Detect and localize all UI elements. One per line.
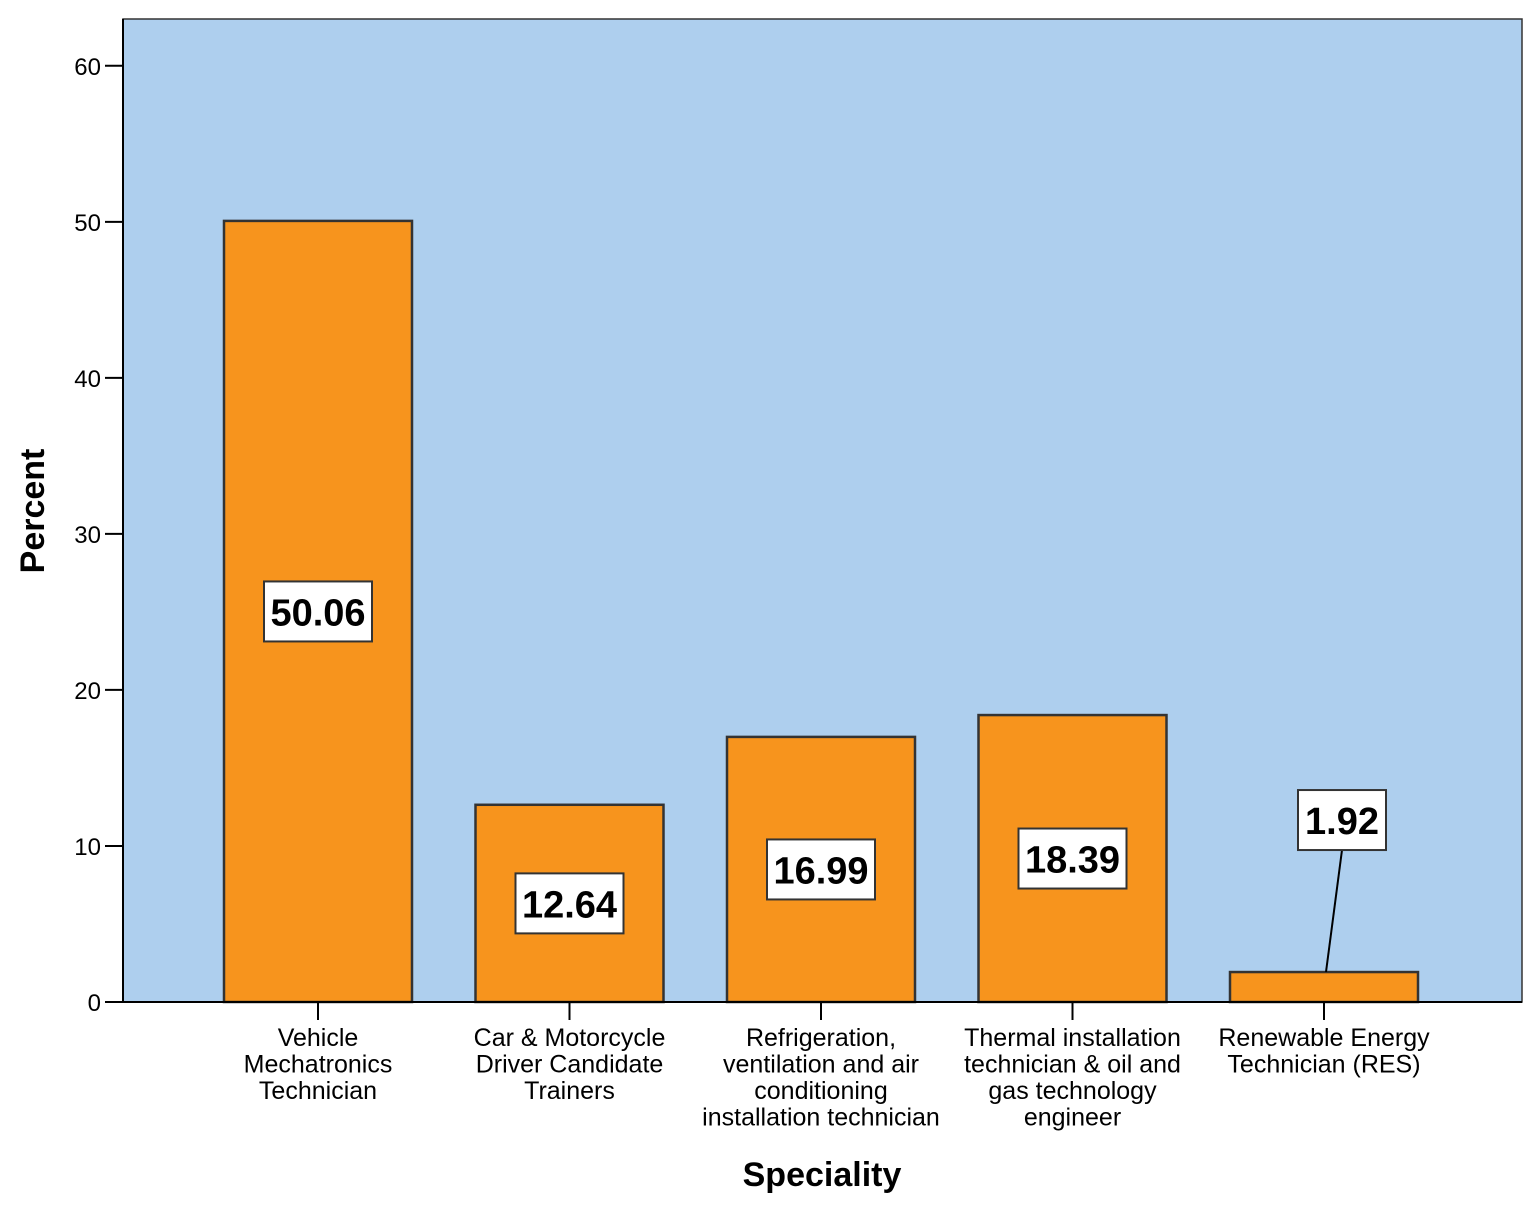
x-tick-label: Vehicle Mechatronics Technician	[244, 1024, 393, 1105]
x-tick-label: Refrigeration, ventilation and air conditi…	[702, 1024, 940, 1132]
data-label-box	[514, 872, 625, 935]
data-label-box	[766, 838, 876, 901]
data-label: 1.92	[1305, 801, 1379, 843]
y-tick-label: 60	[74, 54, 101, 81]
y-tick-label: 10	[74, 834, 101, 861]
data-label-box	[1017, 827, 1128, 890]
x-tick-label: Thermal installation technician & oil and…	[964, 1024, 1181, 1132]
x-tick-label: Renewable Energy Technician (RES)	[1218, 1024, 1430, 1079]
y-tick-label: 50	[74, 210, 101, 237]
x-axis-title: Speciality	[743, 1156, 902, 1194]
data-label: 12.64	[522, 884, 617, 926]
y-axis-title: Percent	[14, 449, 52, 574]
y-tick-label: 0	[88, 990, 101, 1017]
bar	[1228, 970, 1420, 1004]
y-tick-label: 20	[74, 678, 101, 705]
y-tick-label: 40	[74, 366, 101, 393]
y-tick-label: 30	[74, 522, 101, 549]
data-label-box	[263, 580, 373, 643]
data-label-box	[1297, 789, 1387, 852]
data-label: 16.99	[773, 850, 868, 892]
data-label-leader	[1325, 849, 1343, 973]
x-tick-label: Car & Motorcycle Driver Candidate Trainers	[474, 1024, 666, 1105]
data-label: 50.06	[270, 592, 365, 634]
data-label: 18.39	[1025, 840, 1120, 882]
